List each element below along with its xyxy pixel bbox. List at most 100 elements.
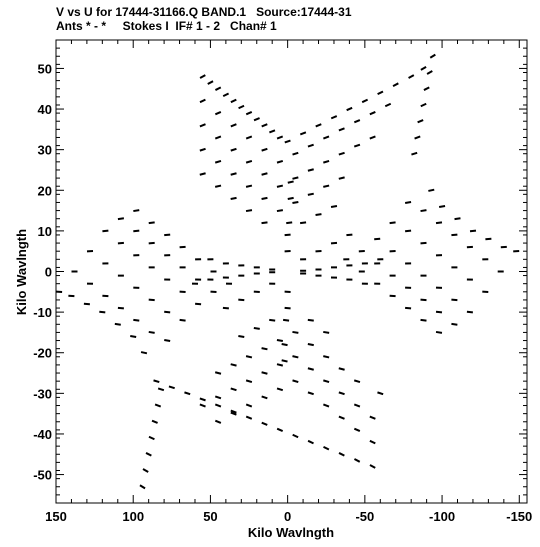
data-point [142,468,149,473]
data-point [117,306,124,310]
data-point [222,306,229,310]
data-point [179,290,186,293]
data-point [133,209,140,213]
data-point [284,139,291,144]
data-point [199,397,206,402]
data-point [353,119,361,124]
data-point [286,221,293,225]
data-point [361,282,368,285]
data-point [148,298,155,302]
data-point [207,80,214,85]
data-point [117,274,124,277]
data-point [420,66,427,71]
data-point [230,363,237,367]
data-point [451,322,458,326]
data-point [338,367,345,371]
data-point [184,391,191,396]
y-tick-label: 20 [38,183,52,198]
data-point [261,395,268,400]
data-point [307,367,314,371]
data-point [179,245,186,249]
data-point [405,306,412,310]
y-tick-label: 30 [38,143,52,158]
data-point [466,245,473,249]
data-point [56,290,63,293]
data-point [245,110,253,116]
data-point [292,379,299,383]
data-point [261,196,268,200]
data-point [420,102,427,108]
data-point [222,92,230,98]
data-point [420,318,427,322]
data-point [102,262,109,265]
data-point [245,415,253,420]
data-point [389,274,396,277]
x-tick-label: 100 [122,509,144,524]
data-point [276,184,284,188]
y-tick-label: -20 [33,346,52,361]
data-point [276,160,284,164]
data-point [214,184,222,188]
data-point [269,268,276,271]
y-tick-label: 0 [45,265,52,280]
data-point [261,123,268,128]
data-point [353,458,361,463]
data-point [353,143,361,148]
data-point [307,391,314,396]
data-point [139,484,146,490]
x-tick-label: -150 [506,509,532,524]
data-point [513,250,520,253]
data-point [300,272,307,275]
data-point [130,335,137,338]
data-point [210,270,217,273]
data-point [207,278,214,281]
data-point [426,70,433,75]
data-point [269,129,276,134]
data-point [83,302,90,306]
data-point [148,241,155,245]
data-point [261,371,268,375]
data-point [164,278,171,281]
data-point [292,330,299,334]
data-point [148,330,155,334]
data-point [330,241,338,245]
data-point [292,151,299,156]
data-point [414,135,421,140]
data-point [323,160,330,164]
data-point [454,217,461,221]
data-point [292,176,299,180]
data-point [214,110,222,116]
data-point [307,439,314,445]
data-point [315,213,322,217]
data-point [292,433,299,439]
data-point [261,172,268,176]
data-point [408,74,415,79]
data-point [245,160,253,164]
axis-ticks [55,40,527,503]
data-point [361,262,368,265]
data-point [102,294,109,298]
data-point [133,254,140,257]
data-point [330,115,338,120]
data-point [164,310,171,314]
data-point [435,330,443,334]
data-point [389,250,396,253]
data-point [238,274,245,277]
data-point [338,127,345,132]
data-point [369,464,376,469]
data-point [284,250,291,253]
data-point [438,205,446,208]
data-point [369,439,376,445]
y-axis-label: Kilo Wavlngth [14,229,29,315]
data-point [420,241,427,245]
data-point [374,282,381,285]
data-point [168,385,175,390]
data-point [338,151,345,156]
data-point [299,131,307,136]
data-point [358,270,365,273]
y-tick-label: 40 [38,102,52,117]
data-point [292,200,299,205]
data-point [253,266,260,269]
data-point [253,272,260,275]
